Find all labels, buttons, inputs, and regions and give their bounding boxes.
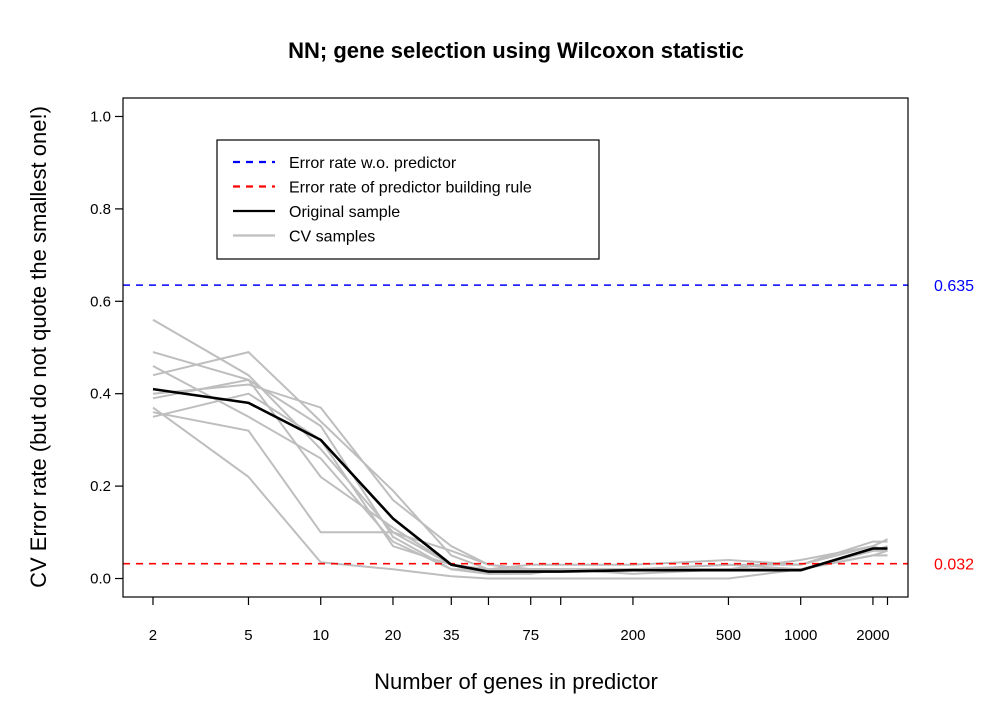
y-tick-label: 0.2: [90, 478, 111, 495]
x-tick-label: 2000: [856, 627, 889, 644]
x-tick-label: 200: [620, 627, 645, 644]
x-tick-label: 10: [312, 627, 329, 644]
x-tick-label: 2: [149, 627, 157, 644]
cv-sample-line: [152, 406, 888, 580]
reference-line-label: 0.635: [934, 278, 974, 295]
plot-frame: [122, 97, 909, 598]
legend-entry-label: CV samples: [289, 229, 375, 246]
legend-entry-label: Original sample: [289, 204, 400, 221]
x-tick-label: 1000: [784, 627, 817, 644]
cv-sample-line: [152, 318, 888, 575]
cv-sample-line: [152, 392, 888, 571]
x-axis: 2 5 10 20 35 75 200 500 1000 2000: [149, 597, 890, 644]
y-tick-label: 0.6: [90, 293, 111, 310]
y-tick-label: 0.0: [90, 571, 111, 588]
y-tick-label: 0.4: [90, 386, 111, 403]
chart-title: NN; gene selection using Wilcoxon statis…: [288, 38, 744, 63]
cv-sample-line: [152, 350, 888, 571]
legend: Error rate w.o. predictor Error rate of p…: [216, 139, 600, 260]
x-axis-label: Number of genes in predictor: [374, 669, 658, 694]
x-tick-label: 20: [385, 627, 402, 644]
x-tick-label: 35: [443, 627, 460, 644]
x-tick-label: 500: [716, 627, 741, 644]
legend-entry-label: Error rate w.o. predictor: [289, 155, 457, 172]
y-axis-label: CV Error rate (but do not quote the smal…: [26, 106, 51, 588]
original-sample-line: [152, 387, 888, 573]
cv-sample-line: [152, 383, 888, 571]
x-tick-label: 5: [244, 627, 252, 644]
cv-sample-line: [152, 365, 888, 575]
y-axis: 0.0 0.2 0.4 0.6 0.8 1.0: [90, 108, 123, 588]
legend-box: [216, 139, 600, 260]
cv-sample-line: [152, 378, 888, 575]
y-tick-label: 1.0: [90, 108, 111, 125]
reference-lines: 0.635 0.032: [123, 278, 974, 574]
cv-sample-line: [152, 351, 888, 571]
y-tick-label: 0.8: [90, 201, 111, 218]
reference-line-label: 0.032: [934, 557, 974, 574]
cv-samples-lines: [152, 318, 888, 580]
legend-entry-label: Error rate of predictor building rule: [289, 180, 532, 197]
original-sample-line: [152, 387, 888, 573]
x-tick-label: 75: [522, 627, 539, 644]
